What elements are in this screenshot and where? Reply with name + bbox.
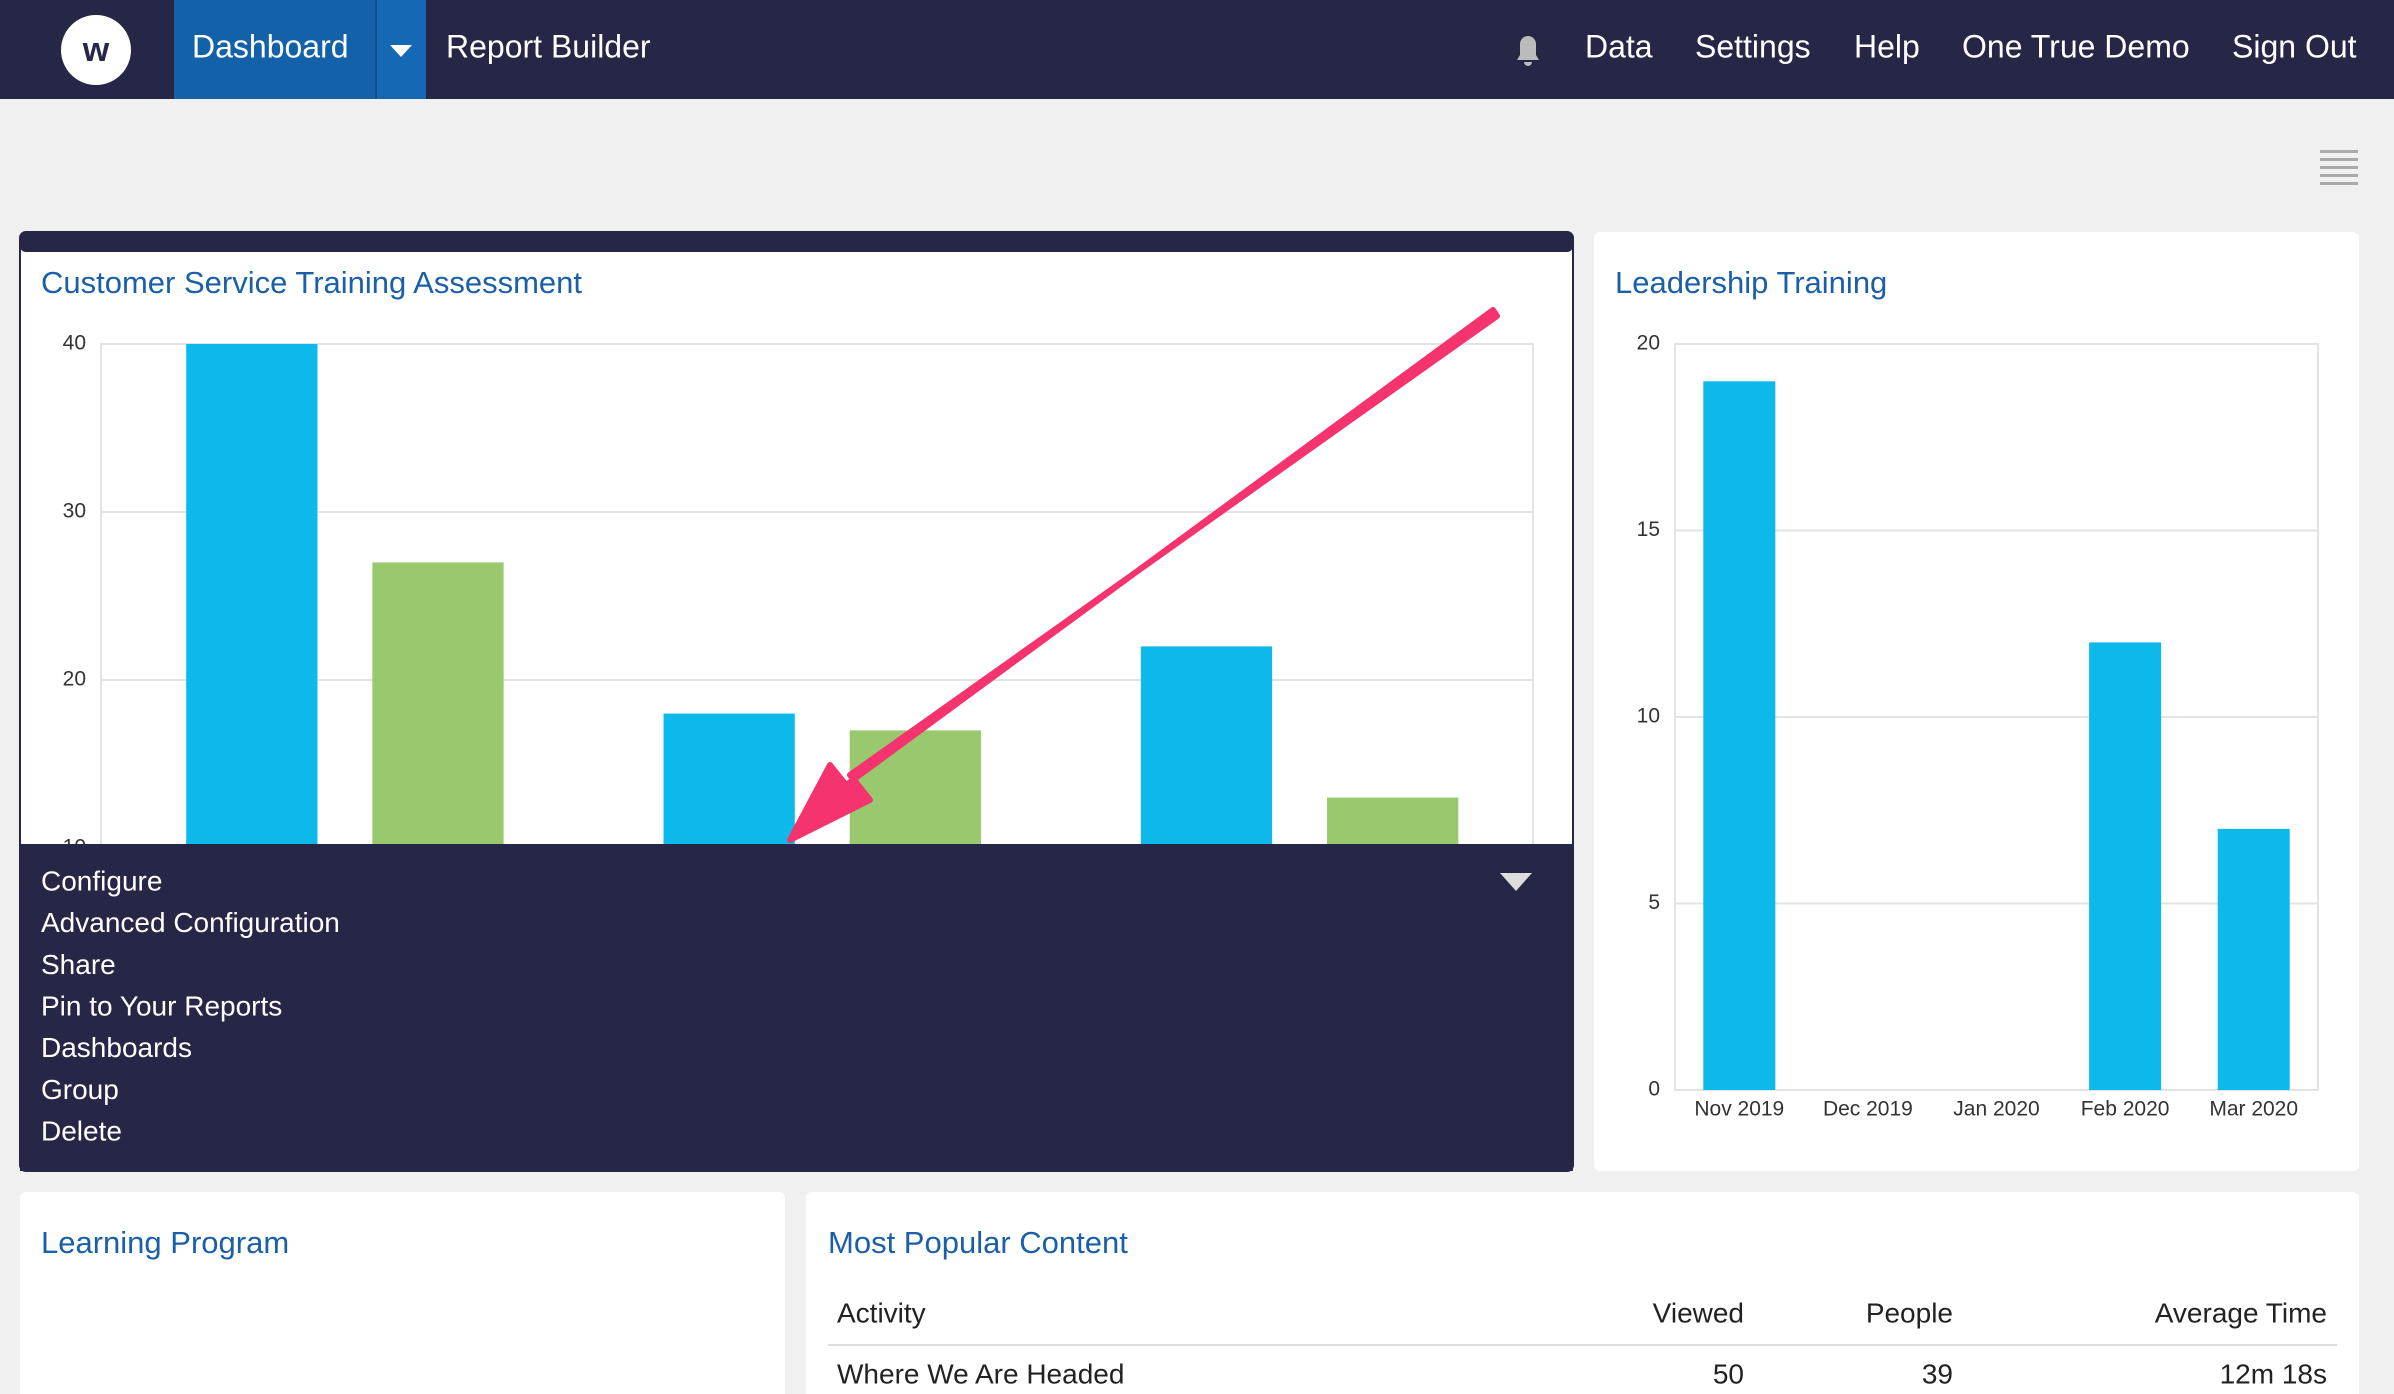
- list-icon[interactable]: [2320, 150, 2358, 185]
- nav-item[interactable]: Report Builder: [446, 28, 651, 64]
- menu-item[interactable]: Delete: [41, 1116, 122, 1147]
- arrow: [787, 307, 1500, 843]
- menu-item[interactable]: Dashboards: [41, 1032, 192, 1063]
- logo[interactable]: [61, 15, 131, 85]
- nav-item[interactable]: Dashboard: [192, 28, 349, 64]
- menu-item[interactable]: Group: [41, 1074, 119, 1105]
- menu-item[interactable]: Configure: [41, 865, 162, 896]
- x-tick-label: Feb 2020: [2081, 1098, 2170, 1121]
- column-header: Activity: [837, 1297, 926, 1328]
- y-tick-label: 30: [63, 500, 86, 523]
- logo-text: w: [82, 31, 110, 69]
- y-tick-label: 15: [1637, 518, 1660, 541]
- menu-caret[interactable]: [1500, 873, 1532, 891]
- card-title: Learning Program: [41, 1225, 289, 1260]
- active-tab[interactable]: [174, 0, 376, 99]
- card: [20, 1192, 785, 1394]
- y-tick-label: 0: [1648, 1078, 1660, 1101]
- y-tick-label: 40: [63, 332, 86, 355]
- column-header: Average Time: [2155, 1297, 2327, 1328]
- caret: [390, 45, 412, 57]
- table-cell: 12m 18s: [2220, 1358, 2327, 1389]
- table-cell: 50: [1713, 1358, 1744, 1389]
- nav-item[interactable]: Data: [1585, 28, 1653, 64]
- x-tick-label: Jan 2020: [1953, 1098, 2039, 1121]
- nav-item[interactable]: One True Demo: [1962, 28, 2190, 64]
- menu-item[interactable]: Share: [41, 949, 116, 980]
- bar: [1703, 381, 1776, 1090]
- y-tick-label: 5: [1648, 891, 1660, 914]
- bell-icon[interactable]: [1517, 36, 1539, 66]
- menu: [20, 844, 1573, 1171]
- menu-item[interactable]: Pin to Your Reports: [41, 990, 282, 1021]
- column-header: Viewed: [1653, 1297, 1744, 1328]
- y-tick-label: 10: [1637, 705, 1660, 728]
- card-top: [20, 232, 1573, 252]
- y-tick-label: 20: [63, 668, 86, 691]
- nav-item[interactable]: Sign Out: [2232, 28, 2357, 64]
- menu-item[interactable]: Advanced Configuration: [41, 907, 340, 938]
- card-title: Leadership Training: [1615, 265, 1887, 300]
- nav-item[interactable]: Help: [1854, 28, 1920, 64]
- bar: [2217, 828, 2290, 1090]
- x-tick-label: Nov 2019: [1694, 1098, 1784, 1121]
- y-tick-label: 20: [1637, 332, 1660, 355]
- card-title: Customer Service Training Assessment: [41, 265, 582, 300]
- x-tick-label: Dec 2019: [1823, 1098, 1913, 1121]
- bar: [2089, 642, 2162, 1090]
- table-cell: Where We Are Headed: [837, 1358, 1124, 1389]
- card: [806, 1192, 2359, 1394]
- column-header: People: [1866, 1297, 1953, 1328]
- card: [1594, 232, 2359, 1171]
- table-cell: 39: [1922, 1358, 1953, 1389]
- nav-item[interactable]: Settings: [1695, 28, 1811, 64]
- card-title: Most Popular Content: [828, 1225, 1128, 1260]
- x-tick-label: Mar 2020: [2209, 1098, 2298, 1121]
